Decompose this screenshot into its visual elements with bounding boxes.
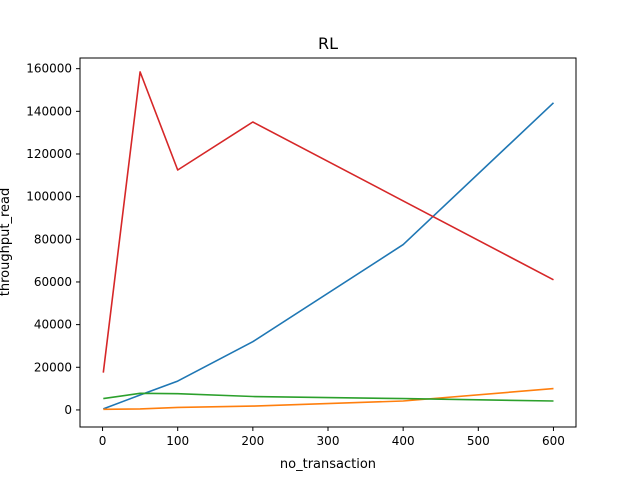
y-tick-label: 0 (64, 403, 72, 417)
chart-title: RL (318, 34, 338, 53)
x-tick-label: 600 (542, 434, 565, 448)
y-tick-label: 80000 (34, 232, 72, 246)
series-line-3 (103, 392, 554, 402)
x-tick-label: 400 (392, 434, 415, 448)
series-line-4 (102, 71, 554, 373)
x-axis: 0 100 200 300 400 500 600 (99, 427, 565, 448)
y-tick-label: 100000 (26, 190, 72, 204)
plot-frame (79, 57, 577, 428)
y-tick-label: 120000 (26, 147, 72, 161)
x-tick-label: 100 (166, 434, 189, 448)
plot-area (102, 71, 555, 411)
y-tick-label: 160000 (26, 62, 72, 76)
y-tick-label: 60000 (34, 275, 72, 289)
y-axis-label: throughput_read (0, 188, 13, 296)
series-line-2 (103, 387, 554, 411)
y-axis: 0 20000 40000 60000 80000 100000 120000 140000 1… (26, 62, 80, 417)
x-tick-label: 300 (317, 434, 340, 448)
y-tick-label: 140000 (26, 104, 72, 118)
x-tick-label: 0 (99, 434, 107, 448)
x-axis-label: no_transaction (280, 457, 376, 472)
x-tick-label: 200 (241, 434, 264, 448)
y-tick-label: 20000 (34, 360, 72, 374)
x-tick-label: 500 (467, 434, 490, 448)
series-line-1 (103, 102, 555, 410)
y-tick-label: 40000 (34, 318, 72, 332)
